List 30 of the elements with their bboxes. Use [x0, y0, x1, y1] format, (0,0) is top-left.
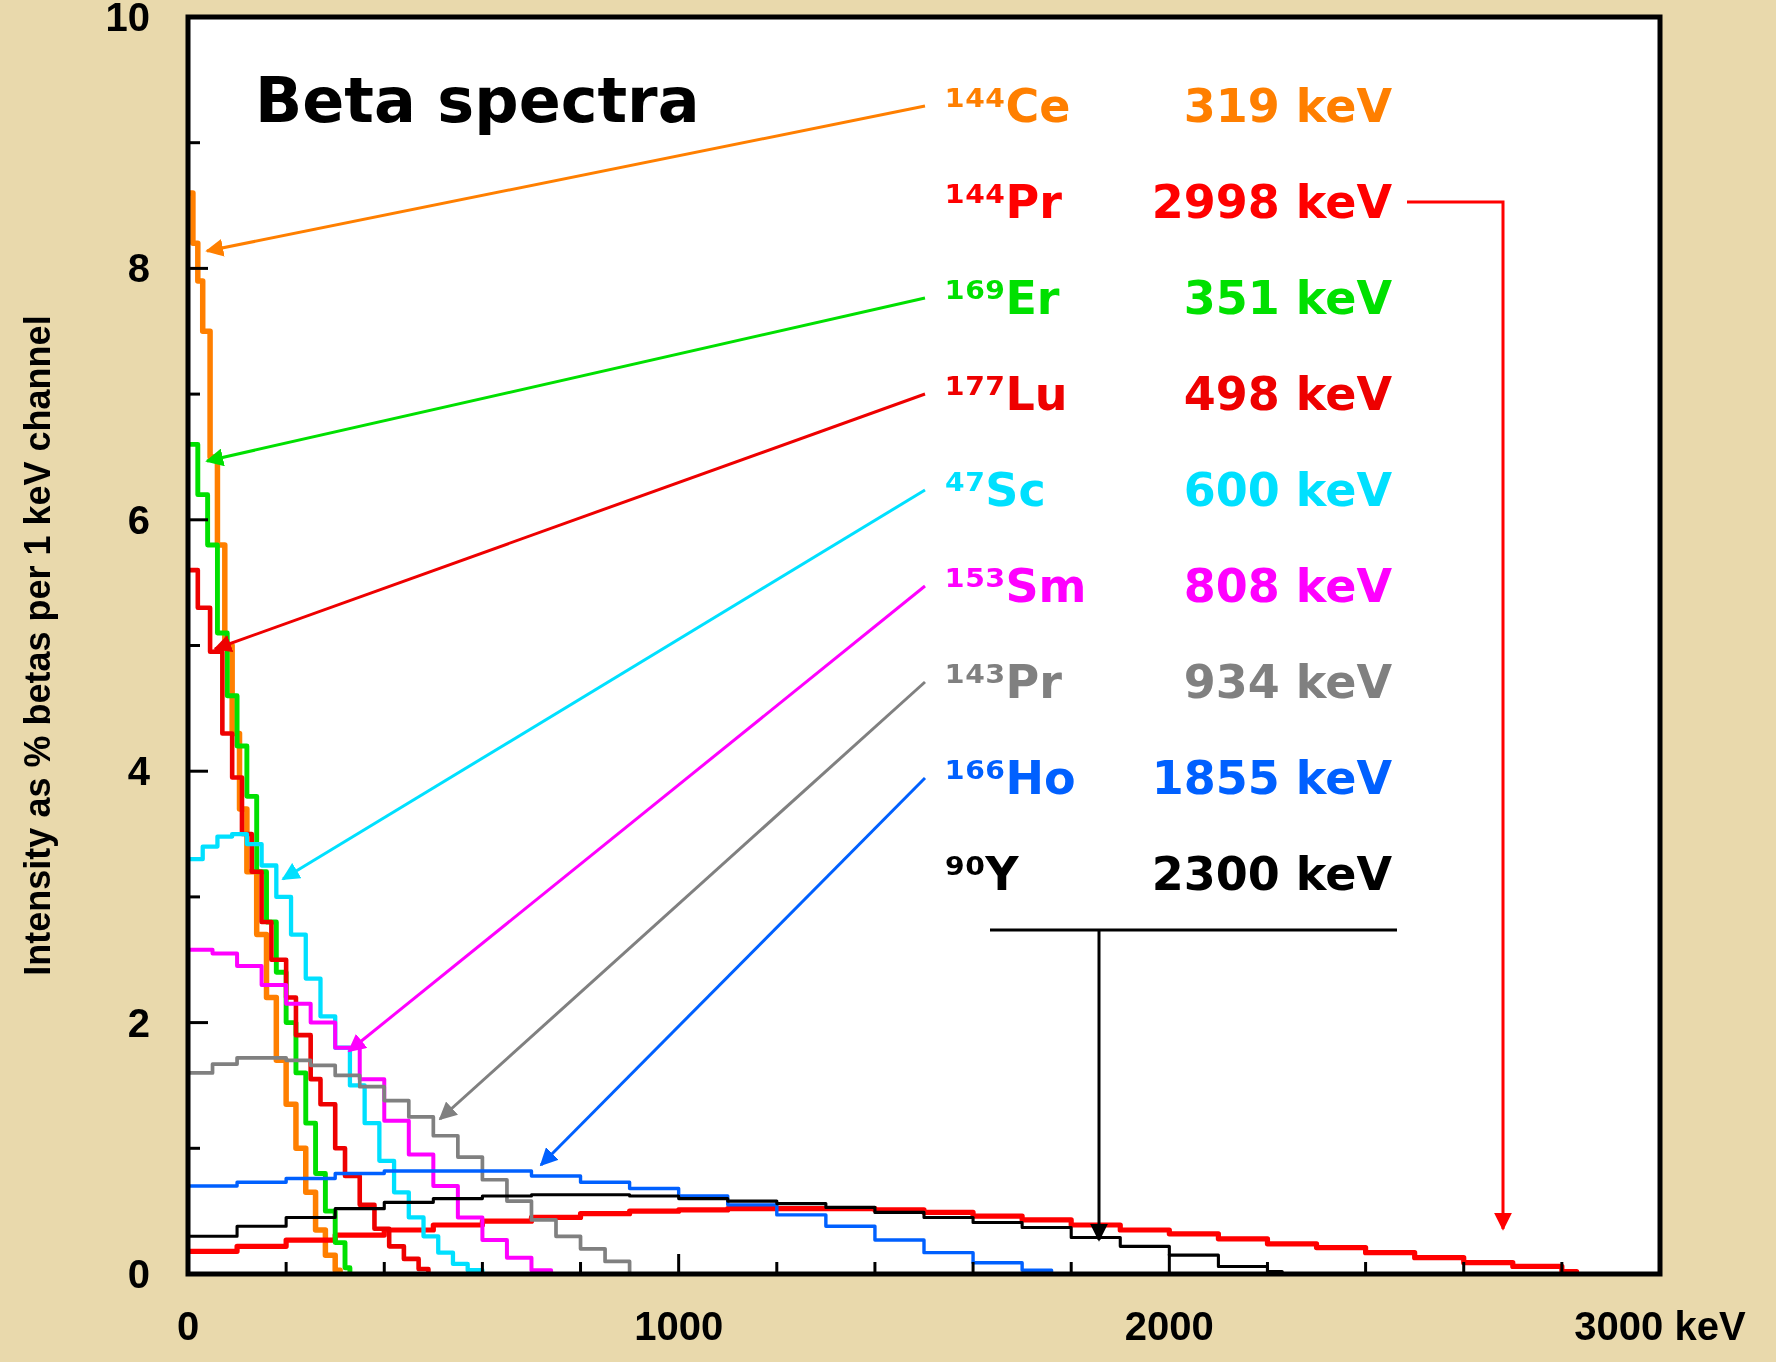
text: ¹⁷⁷Lu: [945, 367, 1068, 421]
y-tick-label: 2: [127, 1000, 150, 1045]
annotation: 2300 keV: [1151, 847, 1393, 901]
annotation: 351 keV: [1183, 271, 1393, 325]
annotation: 600 keV: [1183, 463, 1393, 517]
annotation: 934 keV: [1183, 655, 1393, 709]
text: ¹⁴³Pr: [945, 655, 1063, 709]
y-axis-title: Intensity as % betas per 1 keV channel: [17, 315, 58, 976]
text: Beta spectra: [255, 64, 700, 137]
annotation: 498 keV: [1183, 367, 1393, 421]
y-tick-label: 10: [105, 0, 150, 39]
text: ⁴⁷Sc: [945, 463, 1046, 517]
annotation: 319 keV: [1183, 79, 1393, 133]
text: ¹⁵³Sm: [945, 559, 1087, 613]
x-tick-label: 3000 keV: [1574, 1304, 1746, 1348]
y-tick-label: 0: [127, 1252, 150, 1296]
y-tick-label: 8: [127, 246, 150, 291]
text: ¹⁴⁴Ce: [945, 79, 1071, 133]
text: ⁹⁰Y: [945, 847, 1020, 901]
annotation: 1855 keV: [1151, 751, 1393, 805]
y-tick-label: 4: [127, 749, 151, 794]
text: ¹⁶⁶Ho: [945, 751, 1076, 805]
text: ¹⁴⁴Pr: [945, 175, 1063, 229]
x-tick-label: 1000: [634, 1304, 724, 1348]
text: ¹⁶⁹Er: [945, 271, 1060, 325]
annotation: 808 keV: [1183, 559, 1393, 613]
x-tick-label: 0: [176, 1304, 200, 1348]
annotation: 2998 keV: [1151, 175, 1393, 229]
x-tick-label: 2000: [1124, 1304, 1214, 1348]
y-tick-label: 6: [127, 497, 150, 542]
